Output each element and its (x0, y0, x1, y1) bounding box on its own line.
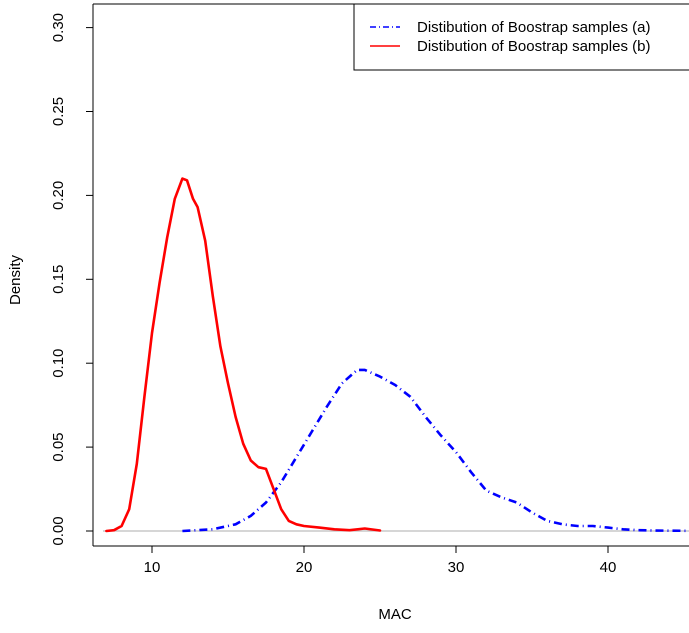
y-tick-label-0.00: 0.00 (50, 516, 67, 545)
y-tick-label-0.10: 0.10 (50, 349, 67, 378)
x-tick-label-30: 30 (448, 559, 465, 576)
y-axis-label: Density (7, 254, 24, 305)
plot-region (103, 177, 689, 533)
x-tick-label-10: 10 (144, 559, 161, 576)
x-axis-label: MAC (378, 606, 412, 623)
series-line-b (105, 177, 382, 533)
x-axis: 10 20 30 40 (144, 546, 617, 576)
legend-box (353, 3, 689, 71)
y-tick-label-0.20: 0.20 (50, 181, 67, 210)
legend: Distibution of Boostrap samples (a) Disti… (353, 3, 689, 71)
y-axis: 0.00 0.05 0.10 0.15 0.20 0.25 0.30 (50, 13, 93, 546)
y-tick-label-0.15: 0.15 (50, 265, 67, 294)
x-tick-label-20: 20 (296, 559, 313, 576)
x-tick-label-40: 40 (600, 559, 617, 576)
legend-label-b: Distibution of Boostrap samples (b) (417, 38, 650, 55)
legend-label-a: Distibution of Boostrap samples (a) (417, 19, 650, 36)
series-line-a (182, 368, 689, 533)
y-tick-label-0.05: 0.05 (50, 432, 67, 461)
series-layer (105, 177, 689, 533)
y-tick-label-0.25: 0.25 (50, 97, 67, 126)
y-tick-label-0.30: 0.30 (50, 13, 67, 42)
